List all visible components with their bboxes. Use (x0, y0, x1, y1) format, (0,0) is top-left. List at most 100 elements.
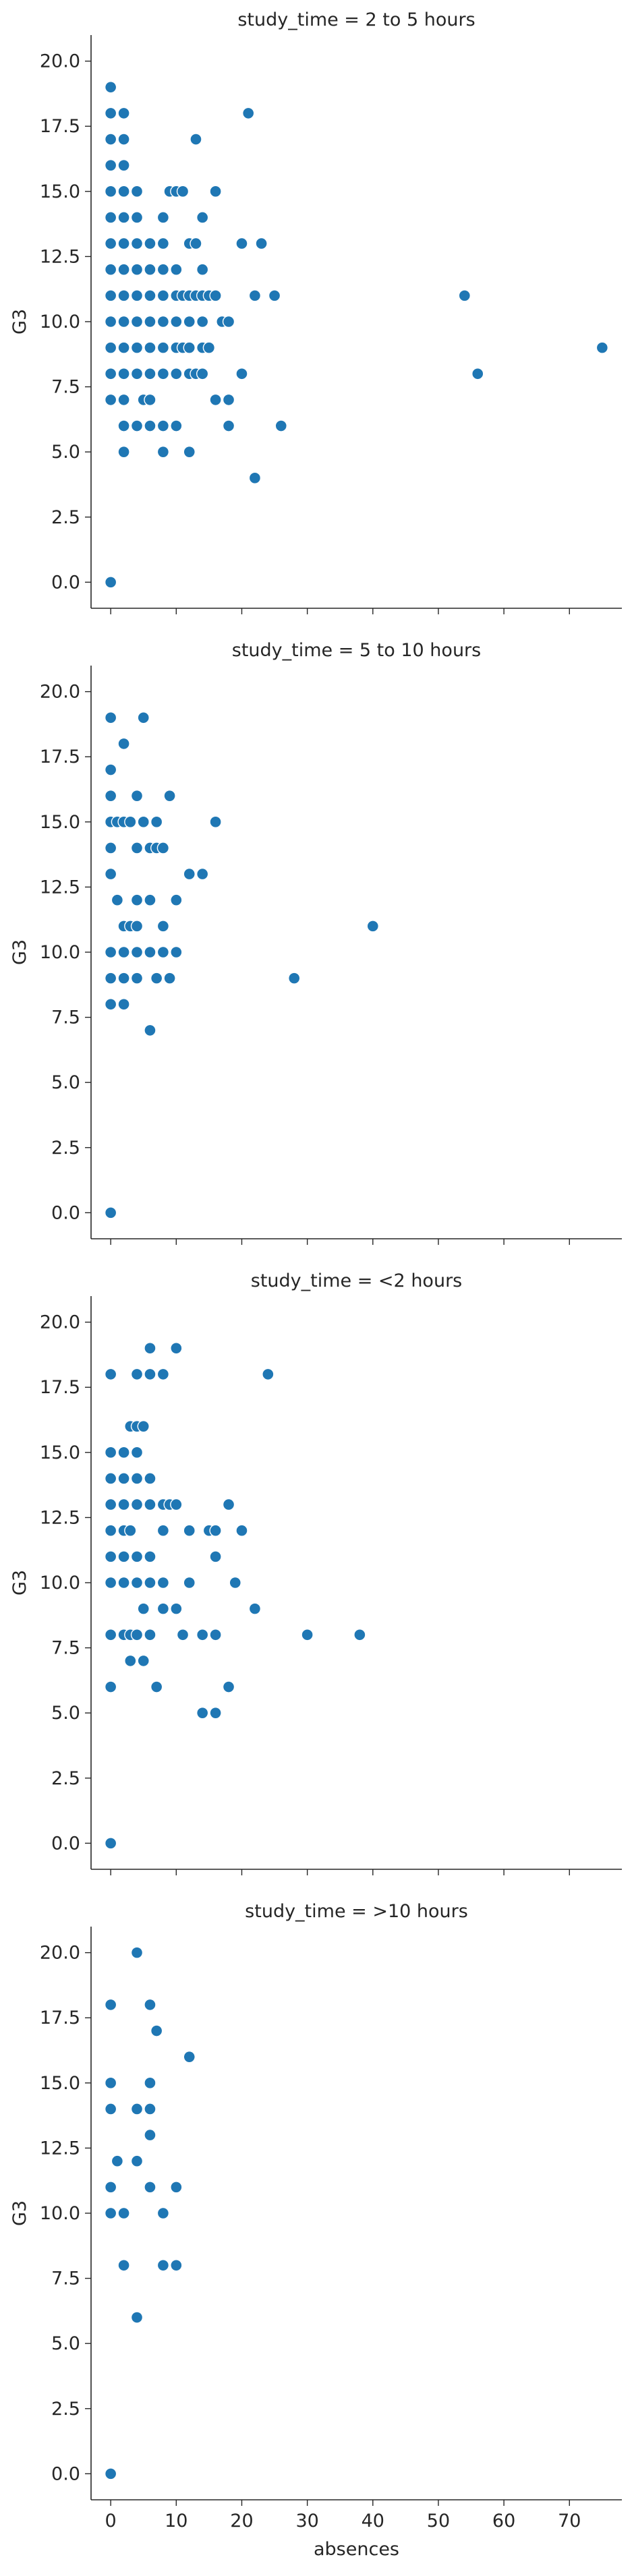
y-tick-label: 7.5 (51, 2268, 80, 2289)
scatter-point (104, 107, 117, 120)
scatter-point (156, 945, 170, 959)
y-tick-label: 17.5 (40, 1377, 80, 1398)
scatter-point (183, 445, 196, 459)
y-tick-label: 0.0 (51, 1202, 80, 1223)
scatter-point (104, 1576, 117, 1589)
facet-title: study_time = 5 to 10 hours (232, 640, 481, 661)
scatter-point (130, 1368, 144, 1381)
scatter-point (104, 1998, 117, 2012)
scatter-point (183, 1524, 196, 1537)
scatter-point (222, 393, 235, 407)
y-tick-label: 10.0 (40, 942, 80, 963)
scatter-point (117, 315, 130, 328)
scatter-point (104, 998, 117, 1011)
y-tick-label: 12.5 (40, 877, 80, 898)
x-axis-label: absences (314, 2539, 399, 2560)
scatter-point (104, 1446, 117, 1459)
scatter-point (144, 2128, 156, 2142)
scatter-point (190, 237, 202, 250)
scatter-point (222, 315, 235, 328)
scatter-point (183, 341, 196, 354)
scatter-point (117, 945, 130, 959)
y-tick-label: 12.5 (40, 2138, 80, 2159)
scatter-point (144, 368, 156, 380)
y-tick-label: 12.5 (40, 246, 80, 267)
scatter-point (117, 1472, 130, 1485)
scatter-point (130, 2155, 144, 2167)
x-tick-label: 10 (165, 2511, 188, 2531)
scatter-point (144, 1024, 156, 1037)
scatter-point (104, 1472, 117, 1485)
scatter-point (196, 315, 209, 328)
scatter-point (130, 842, 144, 854)
scatter-point (183, 315, 196, 328)
scatter-point (117, 998, 130, 1011)
scatter-point (458, 289, 471, 302)
scatter-point (255, 237, 268, 250)
scatter-point (248, 289, 262, 302)
scatter-point (144, 1998, 156, 2012)
scatter-point (130, 920, 144, 933)
scatter-point (104, 315, 117, 328)
scatter-point (241, 107, 255, 120)
scatter-point (222, 1680, 235, 1693)
scatter-point (176, 1629, 190, 1641)
scatter-point (104, 341, 117, 354)
facet-panel-3: study_time = <2 hours 0.0 2.5 5.0 7.5 10.0 12.… (9, 1270, 622, 1875)
y-axis-label: G3 (9, 309, 30, 334)
scatter-point (170, 368, 183, 380)
scatter-point (202, 341, 216, 354)
scatter-point (104, 133, 117, 146)
scatter-point (248, 1602, 262, 1615)
scatter-point (248, 471, 262, 485)
y-tick-label: 5.0 (51, 2333, 80, 2354)
scatter-point (104, 393, 117, 407)
scatter-point (130, 2311, 144, 2324)
scatter-point (222, 1498, 235, 1511)
scatter-point (209, 1706, 222, 1720)
scatter-point (156, 2259, 170, 2272)
scatter-point (156, 263, 170, 276)
scatter-point (183, 2050, 196, 2063)
scatter-point (156, 237, 170, 250)
scatter-point (209, 185, 222, 198)
scatter-point (353, 1629, 366, 1641)
scatter-point (196, 368, 209, 380)
scatter-point (170, 894, 183, 906)
scatter-point (170, 315, 183, 328)
scatter-point (130, 945, 144, 959)
scatter-point (163, 972, 176, 985)
y-tick-label: 7.5 (51, 377, 80, 398)
y-tick-label: 5.0 (51, 442, 80, 463)
y-tick-label: 17.5 (40, 116, 80, 137)
scatter-point (104, 2076, 117, 2090)
y-tick-label: 2.5 (51, 2399, 80, 2420)
scatter-point (104, 576, 117, 589)
scatter-point (130, 2103, 144, 2115)
y-tick-label: 10.0 (40, 312, 80, 332)
scatter-point (130, 263, 144, 276)
scatter-point (117, 2206, 130, 2220)
scatter-point (170, 419, 183, 432)
y-tick-label: 0.0 (51, 2463, 80, 2484)
scatter-point (144, 1342, 156, 1355)
scatter-point (262, 1368, 275, 1381)
scatter-point (130, 419, 144, 432)
scatter-point (104, 1368, 117, 1381)
facet-panel-4: study_time = >10 hours 0.0 2.5 5.0 7.5 10.0 12… (9, 1901, 622, 2531)
scatter-point (471, 368, 484, 380)
y-tick-label: 15.0 (40, 2073, 80, 2094)
scatter-point (196, 867, 209, 881)
y-tick-label: 2.5 (51, 1138, 80, 1159)
scatter-point (130, 237, 144, 250)
y-tick-label: 5.0 (51, 1703, 80, 1724)
scatter-point (170, 1342, 183, 1355)
y-tick-label: 10.0 (40, 2203, 80, 2224)
scatter-point (104, 867, 117, 881)
x-tick-label: 60 (492, 2511, 515, 2531)
scatter-point (104, 842, 117, 854)
scatter-point (104, 158, 117, 172)
y-tick-label: 7.5 (51, 1638, 80, 1659)
scatter-point (130, 289, 144, 302)
